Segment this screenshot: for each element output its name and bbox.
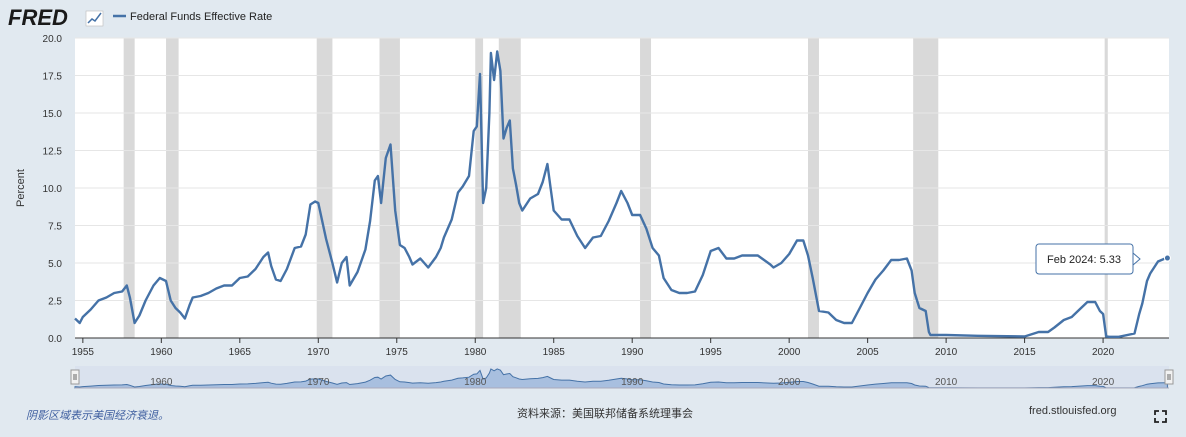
x-tick-label: 2000 xyxy=(778,347,801,358)
x-tick-label: 1990 xyxy=(621,347,644,358)
navigator-tick-label: 1970 xyxy=(307,377,330,388)
navigator-tick-label: 2010 xyxy=(935,377,958,388)
y-axis-label: Percent xyxy=(15,169,27,207)
fred-logo[interactable]: FRED xyxy=(8,5,68,30)
x-tick-label: 2010 xyxy=(935,347,958,358)
x-tick-label: 1985 xyxy=(543,347,566,358)
y-tick-label: 12.5 xyxy=(43,147,63,158)
x-tick-label: 2020 xyxy=(1092,347,1115,358)
x-tick-label: 1995 xyxy=(700,347,723,358)
hover-point xyxy=(1163,254,1171,262)
site-link[interactable]: fred.stlouisfed.org xyxy=(1029,405,1117,417)
navigator-handle-right[interactable] xyxy=(1164,369,1174,385)
gridlines xyxy=(75,37,1169,339)
logo-graph-icon xyxy=(85,10,104,27)
x-tick-label: 1970 xyxy=(307,347,330,358)
navigator-tick-label: 2000 xyxy=(778,377,801,388)
y-axis-ticks: 0.0 2.5 5.0 7.5 10.0 12.5 15.0 17.5 20.0 xyxy=(43,34,63,345)
navigator[interactable]: 1960 1970 1980 1990 2000 2010 2020 xyxy=(70,366,1174,389)
y-tick-label: 7.5 xyxy=(48,222,62,233)
navigator-tick-label: 1980 xyxy=(464,377,487,388)
y-tick-label: 10.0 xyxy=(43,184,63,195)
navigator-tick-label: 1990 xyxy=(621,377,644,388)
navigator-series-area xyxy=(74,368,1168,389)
y-tick-label: 15.0 xyxy=(43,109,63,120)
tooltip-text: Feb 2024: 5.33 xyxy=(1047,254,1121,266)
x-axis-ticks: 1955 1960 1965 1970 1975 1980 1985 1990 1995 2000… xyxy=(72,338,1115,358)
series-line-fed-funds xyxy=(74,50,1168,338)
x-tick-label: 1975 xyxy=(386,347,409,358)
navigator-tick-label: 1960 xyxy=(150,377,173,388)
x-tick-label: 2005 xyxy=(857,347,880,358)
y-tick-label: 2.5 xyxy=(48,297,62,308)
navigator-ticks: 1960 1970 1980 1990 2000 2010 2020 xyxy=(150,377,1114,388)
x-tick-label: 2015 xyxy=(1013,347,1036,358)
x-tick-label: 1980 xyxy=(464,347,487,358)
x-tick-label: 1960 xyxy=(150,347,173,358)
y-tick-label: 0.0 xyxy=(48,334,62,345)
y-tick-label: 5.0 xyxy=(48,259,62,270)
tooltip: Feb 2024: 5.33 xyxy=(1035,243,1141,275)
navigator-handle-left[interactable] xyxy=(70,369,80,385)
legend-series-label[interactable]: Federal Funds Effective Rate xyxy=(130,11,272,23)
y-tick-label: 17.5 xyxy=(43,72,63,83)
source-text: 资料来源：美国联邦储备系统理事会 xyxy=(517,408,693,420)
x-tick-label: 1965 xyxy=(229,347,252,358)
y-tick-label: 20.0 xyxy=(43,34,63,45)
fullscreen-icon[interactable] xyxy=(1154,410,1167,423)
recession-note: 阴影区域表示美国经济衰退。 xyxy=(26,410,169,422)
x-tick-label: 1955 xyxy=(72,347,95,358)
navigator-tick-label: 2020 xyxy=(1092,377,1115,388)
